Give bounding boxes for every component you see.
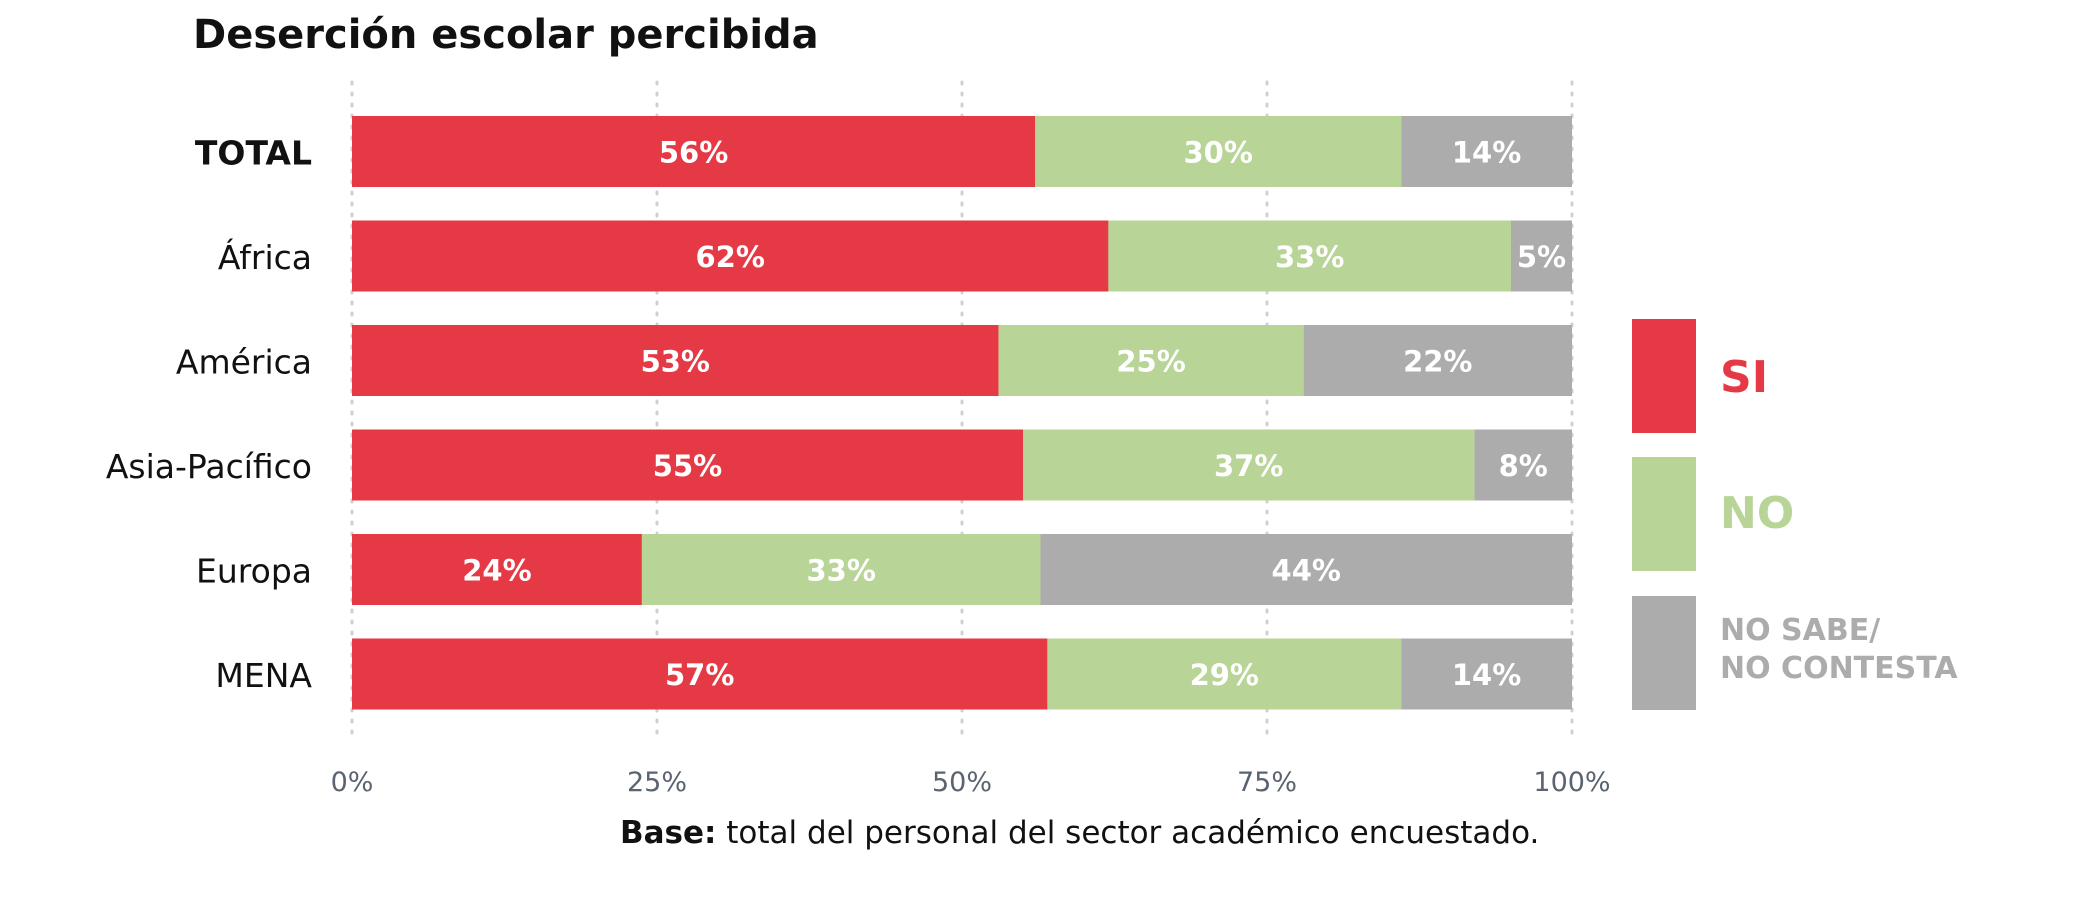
x-tick-label: 100% xyxy=(1533,767,1610,798)
x-tick-label: 50% xyxy=(932,767,992,798)
data-label: 29% xyxy=(1190,658,1259,692)
footnote-text: total del personal del sector académico … xyxy=(716,815,1540,851)
bar-segment xyxy=(352,220,1109,292)
bar-segment xyxy=(1040,534,1572,605)
x-tick-label: 75% xyxy=(1237,767,1297,798)
legend-label-ns-nc: NO SABE/ NO CONTESTA xyxy=(1720,613,1958,686)
data-label: 14% xyxy=(1452,658,1521,692)
legend-swatch-no xyxy=(1632,457,1696,571)
data-label: 53% xyxy=(641,345,710,379)
bar-segment xyxy=(1035,116,1402,187)
bar-segment xyxy=(352,325,999,396)
legend-swatch-si xyxy=(1632,319,1696,433)
bar-segment xyxy=(1511,220,1572,292)
bar-segment xyxy=(352,429,1023,501)
bar-segment xyxy=(1047,638,1402,710)
x-tick-label: 25% xyxy=(627,767,687,798)
bar-segment xyxy=(1401,116,1572,187)
data-label: 25% xyxy=(1116,345,1185,379)
y-category-label: MENA xyxy=(215,656,312,695)
y-category-label: Asia-Pacífico xyxy=(106,447,312,486)
data-label: 24% xyxy=(462,554,531,588)
y-category-label: TOTAL xyxy=(195,134,312,173)
data-label: 56% xyxy=(659,136,728,170)
legend-swatch-ns-nc xyxy=(1632,596,1696,710)
y-category-label: Europa xyxy=(196,552,312,591)
bar-segment xyxy=(352,534,642,605)
bar-segment xyxy=(1023,429,1475,501)
data-label: 55% xyxy=(653,449,722,483)
data-label: 14% xyxy=(1452,136,1521,170)
bar-segment xyxy=(998,325,1304,396)
data-label: 5% xyxy=(1517,240,1566,274)
data-label: 33% xyxy=(1275,240,1344,274)
bar-segment xyxy=(1401,638,1572,710)
data-label: 22% xyxy=(1403,345,1472,379)
bar-segment xyxy=(1474,429,1572,501)
data-label: 62% xyxy=(695,240,764,274)
legend-label-no: NO xyxy=(1720,488,1795,539)
data-label: 8% xyxy=(1499,449,1548,483)
data-label: 57% xyxy=(665,658,734,692)
data-label: 44% xyxy=(1272,554,1341,588)
legend-label-si: SI xyxy=(1720,352,1769,403)
bar-segment xyxy=(352,116,1036,187)
footnote: Base: total del personal del sector acad… xyxy=(620,815,1539,851)
y-category-label: América xyxy=(176,343,312,382)
x-tick-label: 0% xyxy=(331,767,374,798)
bar-segment xyxy=(1303,325,1572,396)
data-label: 33% xyxy=(806,554,875,588)
data-label: 37% xyxy=(1214,449,1283,483)
y-category-label: África xyxy=(218,237,312,277)
bar-segment xyxy=(352,638,1048,710)
chart-title: Deserción escolar percibida xyxy=(193,12,819,58)
bar-segment xyxy=(1108,220,1511,292)
footnote-bold: Base: xyxy=(620,815,717,851)
data-label: 30% xyxy=(1183,136,1252,170)
bar-segment xyxy=(641,534,1041,605)
